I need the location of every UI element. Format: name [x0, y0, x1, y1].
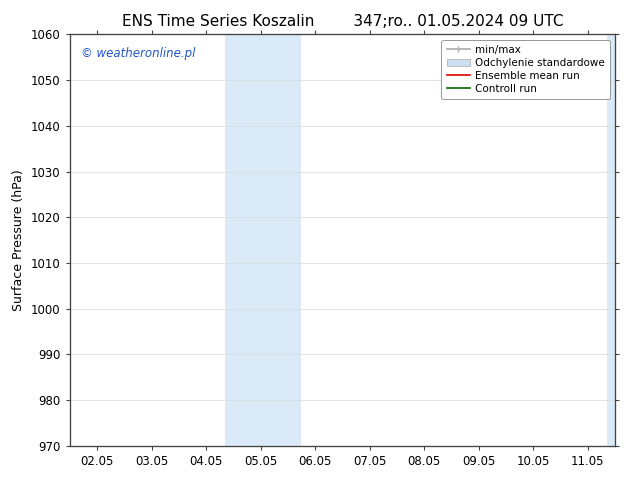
- Legend: min/max, Odchylenie standardowe, Ensemble mean run, Controll run: min/max, Odchylenie standardowe, Ensembl…: [441, 40, 610, 99]
- Bar: [225, 34, 263, 446]
- Bar: [628, 34, 634, 446]
- Bar: [263, 34, 302, 446]
- Title: ENS Time Series Koszalin        347;ro.. 01.05.2024 09 UTC: ENS Time Series Koszalin 347;ro.. 01.05.…: [122, 14, 563, 29]
- Bar: [607, 34, 628, 446]
- Text: © weatheronline.pl: © weatheronline.pl: [81, 47, 195, 60]
- Y-axis label: Surface Pressure (hPa): Surface Pressure (hPa): [13, 169, 25, 311]
